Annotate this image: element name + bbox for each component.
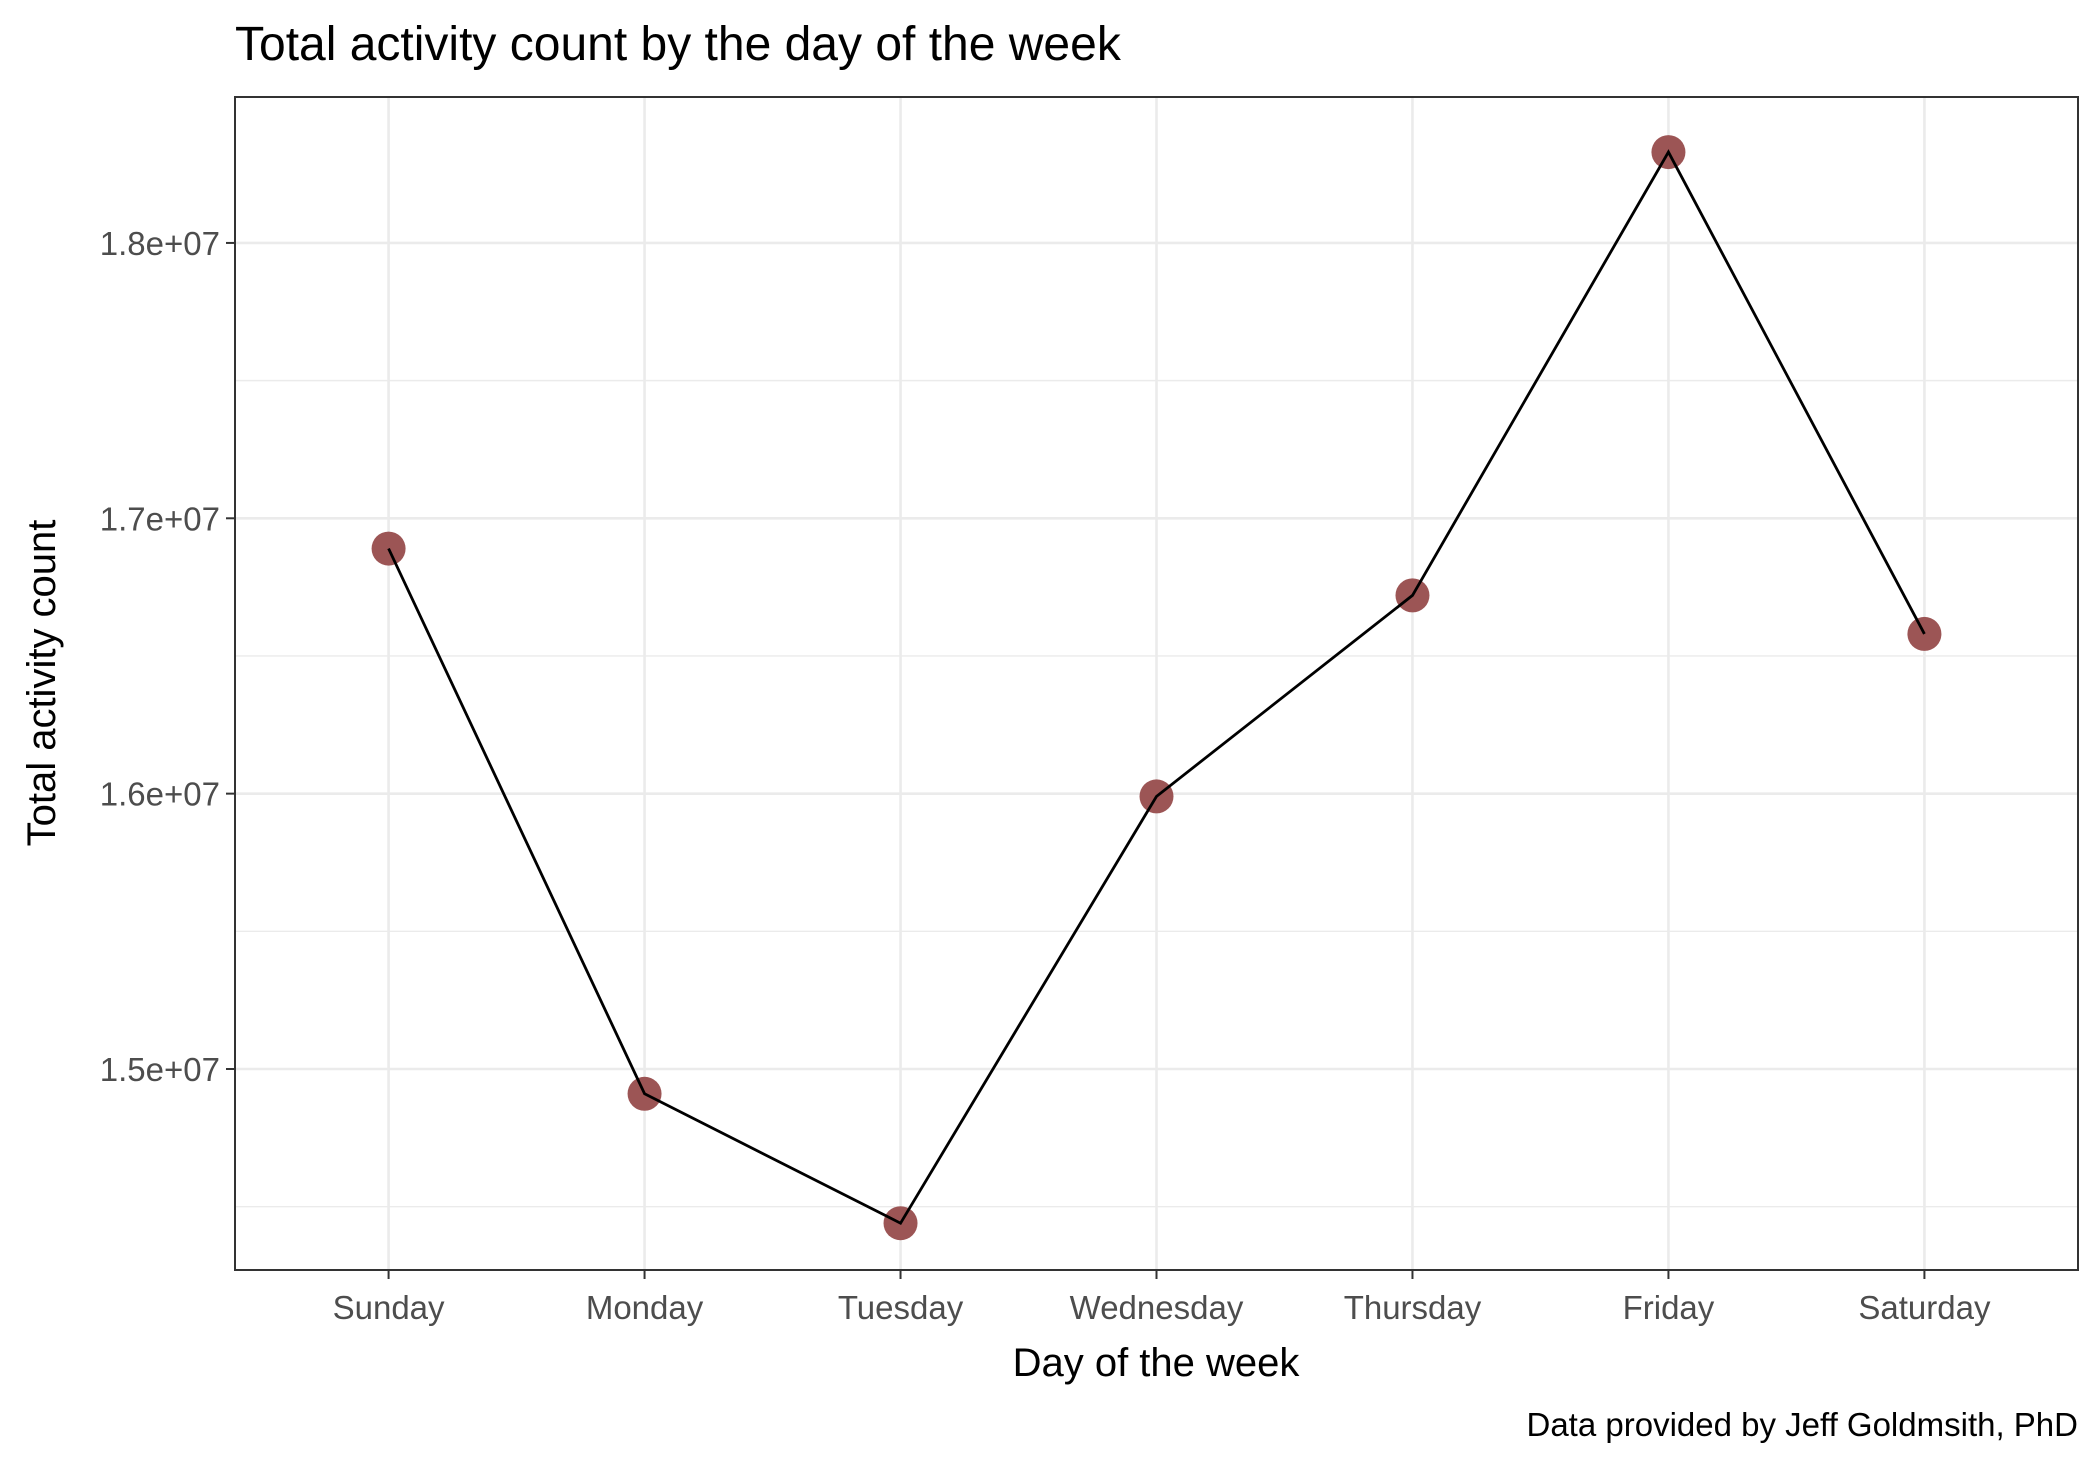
y-tick-label: 1.8e+07 — [100, 225, 220, 262]
y-axis: 1.5e+07 1.6e+07 1.7e+07 1.8e+07 — [100, 225, 235, 1088]
y-axis-title: Total activity count — [20, 520, 64, 847]
x-tick-label: Monday — [586, 1289, 704, 1326]
x-tick-label: Saturday — [1858, 1289, 1991, 1326]
y-tick-label: 1.5e+07 — [100, 1051, 220, 1088]
data-point — [371, 531, 406, 566]
x-axis: Sunday Monday Tuesday Wednesday Thursday Frid… — [333, 1270, 1991, 1326]
x-tick-label: Tuesday — [838, 1289, 964, 1326]
series-layer — [371, 135, 1942, 1241]
x-tick-label: Thursday — [1344, 1289, 1482, 1326]
chart-caption: Data provided by Jeff Goldmsith, PhD — [1527, 1406, 2079, 1443]
x-tick-label: Wednesday — [1070, 1289, 1244, 1326]
series-line — [387, 149, 1926, 1226]
x-axis-title: Day of the week — [1013, 1341, 1301, 1385]
x-tick-label: Friday — [1623, 1289, 1715, 1326]
major-gridlines — [235, 97, 2078, 1270]
chart-title: Total activity count by the day of the w… — [235, 18, 1122, 71]
x-tick-label: Sunday — [333, 1289, 445, 1326]
y-tick-label: 1.7e+07 — [100, 500, 220, 537]
y-tick-label: 1.6e+07 — [100, 776, 220, 813]
